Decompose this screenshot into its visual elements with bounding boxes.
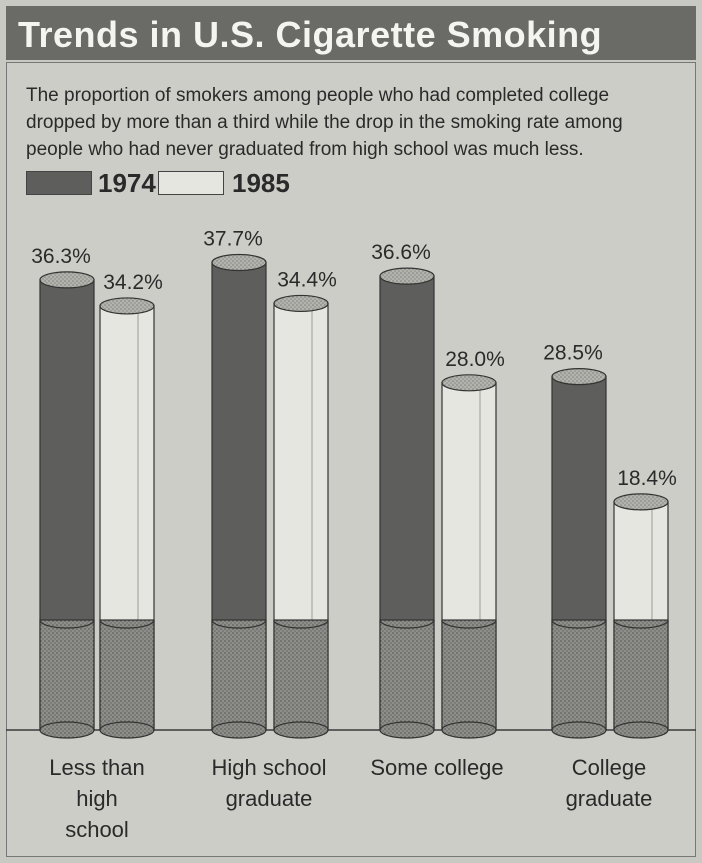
bar-1974-2-filter-edge [379, 619, 435, 629]
category-label-line: school [65, 817, 129, 842]
category-label-line: High school [211, 755, 327, 780]
data-label-1974-0: 36.3% [31, 245, 91, 268]
bar-1985-2-base [441, 721, 497, 739]
bar-1974-3-filter [551, 619, 607, 731]
bar-1974-1-tip [211, 253, 267, 272]
data-label-1985-0: 34.2% [103, 271, 163, 294]
bar-1974-0-filter [39, 619, 95, 731]
category-label-line: graduate [225, 786, 313, 811]
bar-1985-3-base [613, 721, 669, 739]
bar-1985-2-tip [441, 374, 497, 392]
bar-1985-1-filter [273, 619, 329, 731]
data-label-1974-3: 28.5% [543, 342, 603, 365]
bar-1974-1-base [211, 721, 267, 739]
legend-label-1974: 1974 [98, 168, 156, 198]
legend-swatch-1985 [158, 171, 224, 195]
bar-1974-3-base [551, 721, 607, 739]
data-label-1985-1: 34.4% [277, 268, 337, 291]
legend-swatch-1974 [26, 171, 92, 195]
category-label-3: College graduate [524, 752, 694, 814]
chart-subtitle: The proportion of smokers among people w… [26, 85, 623, 160]
bar-1974-3-filter-edge [551, 619, 607, 629]
category-label-line: high [76, 786, 118, 811]
bar-1974-0-filter-edge [39, 619, 95, 629]
bar-1974-2-base [379, 721, 435, 739]
bar-1985-2-filter [441, 619, 497, 731]
bar-1974-1-filter [211, 619, 267, 731]
bar-1985-3-filter [613, 619, 669, 731]
bar-1985-0-tip [99, 297, 155, 315]
chart-title: Trends in U.S. Cigarette Smoking [18, 14, 603, 55]
category-label-0: Less than high school [12, 752, 182, 845]
category-label-2: Some college [352, 752, 522, 783]
category-label-line: graduate [565, 786, 653, 811]
bar-1985-3-filter-edge [613, 619, 669, 629]
bar-1985-3-tip [613, 493, 669, 511]
data-label-1974-1: 37.7% [203, 228, 263, 251]
category-label-1: High school graduate [184, 752, 354, 814]
bar-1974-3-tip [551, 368, 607, 386]
data-label-1974-2: 36.6% [371, 241, 431, 264]
bar-1974-2-filter [379, 619, 435, 731]
legend-label-1985: 1985 [232, 168, 290, 198]
bar-1985-0-base [99, 721, 155, 739]
title-bar: Trends in U.S. Cigarette Smoking [6, 6, 696, 60]
bar-1974-0-base [39, 721, 95, 739]
bar-1985-1-tip [273, 294, 329, 313]
bar-1974-2-tip [379, 267, 435, 285]
data-label-1985-2: 28.0% [445, 348, 505, 371]
category-label-line: College [571, 755, 647, 780]
bar-1974-1-filter-edge [211, 619, 267, 629]
bar-1985-2-filter-edge [441, 619, 497, 629]
category-label-line: Some college [370, 755, 504, 780]
bar-1985-1-base [273, 721, 329, 739]
bar-1974-0-tip [39, 271, 95, 289]
bar-1985-0-filter [99, 619, 155, 731]
bar-1985-0-filter-edge [99, 619, 155, 629]
data-label-1985-3: 18.4% [617, 467, 677, 490]
category-label-line: Less than [49, 755, 145, 780]
bar-1985-1-filter-edge [273, 619, 329, 629]
